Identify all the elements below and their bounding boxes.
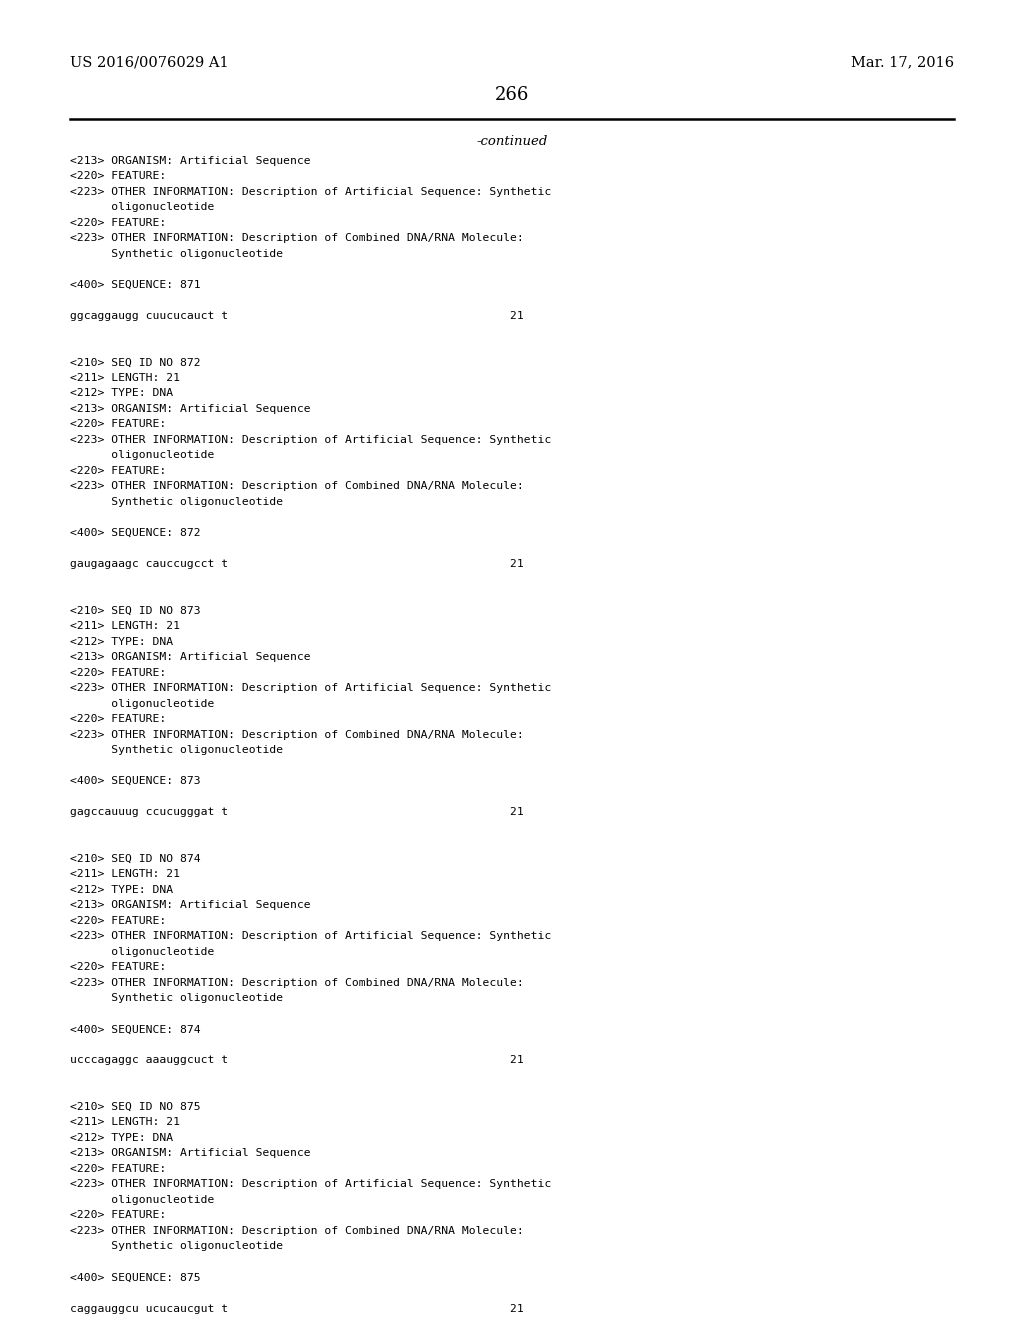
- Text: <220> FEATURE:: <220> FEATURE:: [70, 420, 166, 429]
- Text: ucccagaggc aaauggcuct t                                         21: ucccagaggc aaauggcuct t 21: [70, 1056, 523, 1065]
- Text: <223> OTHER INFORMATION: Description of Combined DNA/RNA Molecule:: <223> OTHER INFORMATION: Description of …: [70, 234, 523, 243]
- Text: US 2016/0076029 A1: US 2016/0076029 A1: [70, 55, 228, 70]
- Text: <220> FEATURE:: <220> FEATURE:: [70, 916, 166, 925]
- Text: <400> SEQUENCE: 875: <400> SEQUENCE: 875: [70, 1272, 201, 1283]
- Text: <400> SEQUENCE: 874: <400> SEQUENCE: 874: [70, 1024, 201, 1035]
- Text: <223> OTHER INFORMATION: Description of Combined DNA/RNA Molecule:: <223> OTHER INFORMATION: Description of …: [70, 730, 523, 739]
- Text: <223> OTHER INFORMATION: Description of Combined DNA/RNA Molecule:: <223> OTHER INFORMATION: Description of …: [70, 1226, 523, 1236]
- Text: <223> OTHER INFORMATION: Description of Combined DNA/RNA Molecule:: <223> OTHER INFORMATION: Description of …: [70, 482, 523, 491]
- Text: 266: 266: [495, 86, 529, 104]
- Text: <212> TYPE: DNA: <212> TYPE: DNA: [70, 1133, 173, 1143]
- Text: <210> SEQ ID NO 873: <210> SEQ ID NO 873: [70, 606, 201, 615]
- Text: <212> TYPE: DNA: <212> TYPE: DNA: [70, 636, 173, 647]
- Text: -continued: -continued: [476, 135, 548, 148]
- Text: <212> TYPE: DNA: <212> TYPE: DNA: [70, 388, 173, 399]
- Text: Synthetic oligonucleotide: Synthetic oligonucleotide: [70, 1241, 283, 1251]
- Text: <213> ORGANISM: Artificial Sequence: <213> ORGANISM: Artificial Sequence: [70, 1148, 310, 1159]
- Text: <220> FEATURE:: <220> FEATURE:: [70, 466, 166, 477]
- Text: <220> FEATURE:: <220> FEATURE:: [70, 668, 166, 677]
- Text: <213> ORGANISM: Artificial Sequence: <213> ORGANISM: Artificial Sequence: [70, 652, 310, 663]
- Text: oligonucleotide: oligonucleotide: [70, 946, 214, 957]
- Text: <211> LENGTH: 21: <211> LENGTH: 21: [70, 869, 179, 879]
- Text: <213> ORGANISM: Artificial Sequence: <213> ORGANISM: Artificial Sequence: [70, 404, 310, 414]
- Text: <210> SEQ ID NO 874: <210> SEQ ID NO 874: [70, 854, 201, 863]
- Text: <212> TYPE: DNA: <212> TYPE: DNA: [70, 884, 173, 895]
- Text: oligonucleotide: oligonucleotide: [70, 1195, 214, 1205]
- Text: Synthetic oligonucleotide: Synthetic oligonucleotide: [70, 498, 283, 507]
- Text: <223> OTHER INFORMATION: Description of Combined DNA/RNA Molecule:: <223> OTHER INFORMATION: Description of …: [70, 978, 523, 987]
- Text: <220> FEATURE:: <220> FEATURE:: [70, 1164, 166, 1173]
- Text: oligonucleotide: oligonucleotide: [70, 202, 214, 213]
- Text: <223> OTHER INFORMATION: Description of Artificial Sequence: Synthetic: <223> OTHER INFORMATION: Description of …: [70, 1180, 551, 1189]
- Text: <220> FEATURE:: <220> FEATURE:: [70, 1210, 166, 1221]
- Text: Mar. 17, 2016: Mar. 17, 2016: [851, 55, 954, 70]
- Text: gagccauuug ccucugggat t                                         21: gagccauuug ccucugggat t 21: [70, 807, 523, 817]
- Text: <223> OTHER INFORMATION: Description of Artificial Sequence: Synthetic: <223> OTHER INFORMATION: Description of …: [70, 932, 551, 941]
- Text: <211> LENGTH: 21: <211> LENGTH: 21: [70, 372, 179, 383]
- Text: <210> SEQ ID NO 872: <210> SEQ ID NO 872: [70, 358, 201, 367]
- Text: <223> OTHER INFORMATION: Description of Artificial Sequence: Synthetic: <223> OTHER INFORMATION: Description of …: [70, 684, 551, 693]
- Text: ggcaggaugg cuucucauct t                                         21: ggcaggaugg cuucucauct t 21: [70, 312, 523, 321]
- Text: <220> FEATURE:: <220> FEATURE:: [70, 714, 166, 725]
- Text: <210> SEQ ID NO 875: <210> SEQ ID NO 875: [70, 1102, 201, 1111]
- Text: gaugagaagc cauccugcct t                                         21: gaugagaagc cauccugcct t 21: [70, 560, 523, 569]
- Text: <213> ORGANISM: Artificial Sequence: <213> ORGANISM: Artificial Sequence: [70, 900, 310, 911]
- Text: Synthetic oligonucleotide: Synthetic oligonucleotide: [70, 993, 283, 1003]
- Text: Synthetic oligonucleotide: Synthetic oligonucleotide: [70, 744, 283, 755]
- Text: <220> FEATURE:: <220> FEATURE:: [70, 962, 166, 973]
- Text: <400> SEQUENCE: 872: <400> SEQUENCE: 872: [70, 528, 201, 539]
- Text: <220> FEATURE:: <220> FEATURE:: [70, 218, 166, 228]
- Text: <213> ORGANISM: Artificial Sequence: <213> ORGANISM: Artificial Sequence: [70, 156, 310, 166]
- Text: <223> OTHER INFORMATION: Description of Artificial Sequence: Synthetic: <223> OTHER INFORMATION: Description of …: [70, 436, 551, 445]
- Text: <211> LENGTH: 21: <211> LENGTH: 21: [70, 620, 179, 631]
- Text: oligonucleotide: oligonucleotide: [70, 698, 214, 709]
- Text: <223> OTHER INFORMATION: Description of Artificial Sequence: Synthetic: <223> OTHER INFORMATION: Description of …: [70, 186, 551, 197]
- Text: <211> LENGTH: 21: <211> LENGTH: 21: [70, 1117, 179, 1127]
- Text: <400> SEQUENCE: 871: <400> SEQUENCE: 871: [70, 280, 201, 290]
- Text: oligonucleotide: oligonucleotide: [70, 450, 214, 461]
- Text: <400> SEQUENCE: 873: <400> SEQUENCE: 873: [70, 776, 201, 787]
- Text: Synthetic oligonucleotide: Synthetic oligonucleotide: [70, 248, 283, 259]
- Text: <220> FEATURE:: <220> FEATURE:: [70, 172, 166, 181]
- Text: caggauggcu ucucaucgut t                                         21: caggauggcu ucucaucgut t 21: [70, 1304, 523, 1313]
